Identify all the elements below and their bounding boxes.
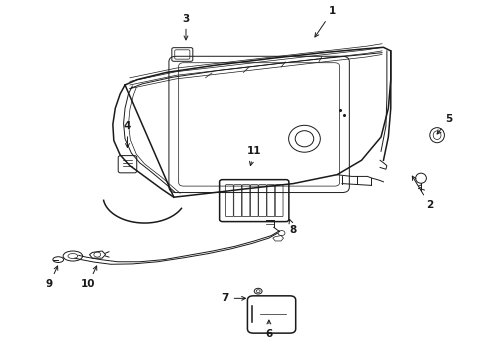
Text: 3: 3 <box>182 14 189 40</box>
Text: 7: 7 <box>221 293 245 303</box>
Text: 4: 4 <box>123 121 131 148</box>
Text: 1: 1 <box>314 6 335 37</box>
Text: 8: 8 <box>288 219 296 235</box>
Text: 10: 10 <box>81 266 97 289</box>
Text: 9: 9 <box>46 266 58 289</box>
Text: 5: 5 <box>436 114 452 134</box>
Text: 6: 6 <box>264 320 272 339</box>
Text: 2: 2 <box>411 176 432 210</box>
Text: 11: 11 <box>246 146 261 166</box>
